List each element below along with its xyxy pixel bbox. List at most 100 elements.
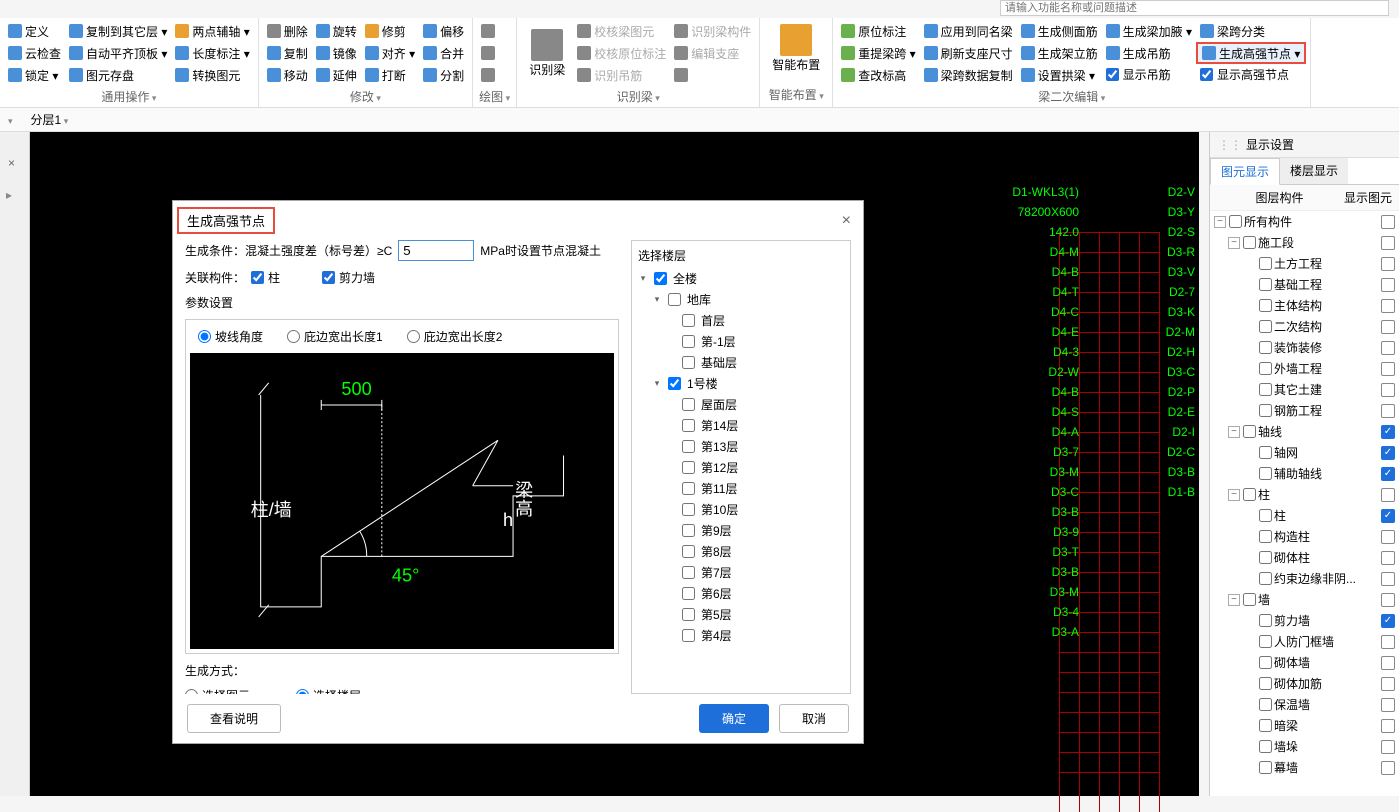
ribbon-btn[interactable]: 长度标注 ▾ (171, 42, 253, 64)
layer-row[interactable]: −轴线 (1210, 421, 1399, 442)
desc-button[interactable]: 查看说明 (187, 704, 281, 733)
floor-node[interactable]: 第13层 (638, 436, 844, 457)
ribbon-btn[interactable]: 删除 (263, 20, 312, 42)
dialog-close-icon[interactable]: × (842, 212, 851, 230)
layer-row[interactable]: 外墙工程 (1210, 358, 1399, 379)
ribbon-btn[interactable]: 梁跨数据复制 (920, 64, 1017, 86)
layer-row[interactable]: 轴网 (1210, 442, 1399, 463)
layer-row[interactable]: 其它土建 (1210, 379, 1399, 400)
ribbon-btn[interactable]: 显示高强节点 (1196, 64, 1306, 85)
ribbon-btn[interactable]: 复制到其它层 ▾ (65, 20, 171, 42)
floor-node[interactable]: 第8层 (638, 541, 844, 562)
ribbon-btn[interactable] (477, 20, 502, 42)
floor-node[interactable]: ▾1号楼 (638, 373, 844, 394)
layer-row[interactable]: 暗梁 (1210, 715, 1399, 736)
close-icon[interactable]: × (8, 156, 15, 170)
layer-row[interactable]: 构造柱 (1210, 526, 1399, 547)
ribbon-btn[interactable]: 设置拱梁 ▾ (1017, 64, 1102, 86)
layer-row[interactable]: −墙 (1210, 589, 1399, 610)
layer-row[interactable]: 砌体加筋 (1210, 673, 1399, 694)
layer-row[interactable]: 幕墙 (1210, 757, 1399, 778)
ribbon-btn[interactable]: 云检查 (4, 42, 65, 64)
ribbon-btn[interactable]: 合并 (419, 42, 468, 64)
ribbon-btn[interactable]: 生成架立筋 (1017, 42, 1102, 64)
layer-row[interactable]: 剪力墙 (1210, 610, 1399, 631)
floor-node[interactable]: 第11层 (638, 478, 844, 499)
ribbon-btn[interactable]: 编辑支座 (670, 42, 755, 64)
floor-node[interactable]: 第-1层 (638, 331, 844, 352)
param-opt[interactable]: 庇边宽出长度1 (287, 328, 383, 345)
ribbon-btn[interactable]: 查改标高 (837, 64, 919, 86)
floor-node[interactable]: 第10层 (638, 499, 844, 520)
ribbon-btn[interactable]: 生成侧面筋 (1017, 20, 1102, 42)
layer-dropdown[interactable]: 分层1 (31, 111, 69, 128)
ribbon-btn[interactable]: 自动平齐顶板 ▾ (65, 42, 171, 64)
ribbon-btn[interactable]: 校核梁图元 (573, 20, 670, 42)
ribbon-btn[interactable] (477, 64, 502, 86)
tab-floor-display[interactable]: 楼层显示 (1280, 158, 1348, 184)
ribbon-btn[interactable]: 转换图元 (171, 64, 253, 86)
cancel-button[interactable]: 取消 (779, 704, 849, 733)
tab-element-display[interactable]: 图元显示 (1210, 158, 1280, 185)
expand-icon[interactable]: ▸ (6, 188, 12, 202)
layer-row[interactable]: 基础工程 (1210, 274, 1399, 295)
ribbon-big-btn[interactable]: 识别梁 (521, 20, 573, 86)
ribbon-btn[interactable]: 打断 (361, 64, 419, 86)
ribbon-btn[interactable]: 刷新支座尺寸 (920, 42, 1017, 64)
layer-row[interactable]: 砌体柱 (1210, 547, 1399, 568)
ribbon-btn[interactable]: 移动 (263, 64, 312, 86)
ribbon-btn[interactable]: 生成高强节点 ▾ (1196, 42, 1306, 64)
floor-node[interactable]: 屋面层 (638, 394, 844, 415)
search-input[interactable] (1000, 0, 1389, 16)
layer-row[interactable]: 约束边缘非阴... (1210, 568, 1399, 589)
layer-row[interactable]: 墙垛 (1210, 736, 1399, 757)
floor-node[interactable]: 第4层 (638, 625, 844, 646)
layer-row[interactable]: 辅助轴线 (1210, 463, 1399, 484)
ribbon-btn[interactable]: 两点辅轴 ▾ (171, 20, 253, 42)
layer-row[interactable]: −施工段 (1210, 232, 1399, 253)
ribbon-btn[interactable]: 对齐 ▾ (361, 42, 419, 64)
ribbon-btn[interactable]: 重提梁跨 ▾ (837, 42, 919, 64)
assoc-column-check[interactable] (251, 271, 264, 284)
layer-row[interactable]: 装饰装修 (1210, 337, 1399, 358)
floor-node[interactable]: 第7层 (638, 562, 844, 583)
param-opt[interactable]: 庇边宽出长度2 (407, 328, 503, 345)
layer-row[interactable]: 保温墙 (1210, 694, 1399, 715)
ribbon-btn[interactable]: 生成梁加腋 ▾ (1102, 20, 1196, 42)
assoc-wall-check[interactable] (322, 271, 335, 284)
layer-row[interactable]: 钢筋工程 (1210, 400, 1399, 421)
ribbon-btn[interactable]: 修剪 (361, 20, 419, 42)
ribbon-btn[interactable]: 图元存盘 (65, 64, 171, 86)
floor-node[interactable]: 第9层 (638, 520, 844, 541)
ribbon-btn[interactable]: 原位标注 (837, 20, 919, 42)
floor-node[interactable]: 第12层 (638, 457, 844, 478)
ribbon-btn[interactable]: 识别梁构件 (670, 20, 755, 42)
floor-node[interactable]: ▾全楼 (638, 268, 844, 289)
ok-button[interactable]: 确定 (699, 704, 769, 733)
layer-row[interactable]: 二次结构 (1210, 316, 1399, 337)
param-opt[interactable]: 坡线角度 (198, 328, 263, 345)
ribbon-btn[interactable]: 显示吊筋 (1102, 64, 1196, 85)
floor-node[interactable]: 第14层 (638, 415, 844, 436)
ribbon-btn[interactable] (670, 64, 755, 86)
gen-opt[interactable]: 选择楼层 (296, 687, 361, 694)
ribbon-btn[interactable]: 旋转 (312, 20, 361, 42)
ribbon-btn[interactable]: 校核原位标注 (573, 42, 670, 64)
floor-node[interactable]: 基础层 (638, 352, 844, 373)
ribbon-btn[interactable]: 梁跨分类 (1196, 20, 1306, 42)
floor-node[interactable]: ▾地库 (638, 289, 844, 310)
ribbon-btn[interactable] (477, 42, 502, 64)
gen-opt[interactable]: 选择图元 (185, 687, 250, 694)
layer-row[interactable]: 主体结构 (1210, 295, 1399, 316)
layer-row[interactable]: 柱 (1210, 505, 1399, 526)
ribbon-btn[interactable]: 生成吊筋 (1102, 42, 1196, 64)
ribbon-btn[interactable]: 应用到同名梁 (920, 20, 1017, 42)
layer-row[interactable]: −所有构件 (1210, 211, 1399, 232)
cond-input[interactable] (398, 240, 474, 261)
dropdown[interactable] (8, 113, 13, 127)
layer-row[interactable]: 土方工程 (1210, 253, 1399, 274)
ribbon-btn[interactable]: 定义 (4, 20, 65, 42)
layer-row[interactable]: 人防门框墙 (1210, 631, 1399, 652)
ribbon-btn[interactable]: 分割 (419, 64, 468, 86)
floor-node[interactable]: 第6层 (638, 583, 844, 604)
